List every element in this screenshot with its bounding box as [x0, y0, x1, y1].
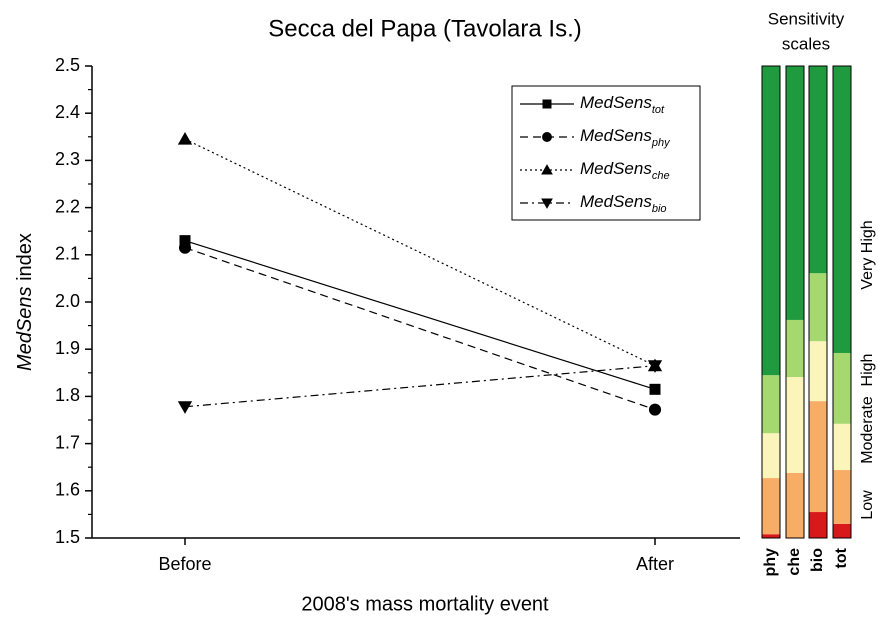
stack-segment	[786, 66, 804, 320]
y-tick-label: 1.6	[55, 480, 80, 500]
marker	[178, 241, 192, 254]
y-tick-label: 2.3	[55, 149, 80, 169]
stack-segment	[786, 472, 804, 538]
marker	[647, 360, 663, 373]
legend-name: MedSens	[580, 93, 652, 112]
stack-segment	[762, 478, 780, 535]
stack-segment	[786, 377, 804, 473]
legend-subscript: che	[652, 170, 670, 182]
scale-label: Moderate	[859, 396, 876, 464]
stack-segment	[809, 401, 827, 513]
stack-segment	[786, 319, 804, 378]
y-tick-label: 2.5	[55, 55, 80, 75]
y-tick-label: 2.1	[55, 244, 80, 264]
series-line	[184, 247, 656, 411]
bar-frame	[785, 65, 805, 539]
y-tick-label: 2.4	[55, 102, 80, 122]
bar-label: tot	[833, 547, 850, 568]
y-axis-label-italic: MedSens	[14, 286, 36, 371]
stack-segment	[833, 470, 851, 524]
y-tick-label: 1.8	[55, 385, 80, 405]
bar-label: bio	[809, 548, 826, 572]
series-line	[184, 240, 656, 390]
y-tick-label: 1.7	[55, 432, 80, 452]
stack-segment	[809, 273, 827, 342]
stack-segment	[833, 423, 851, 471]
y-axis-label: MedSens index	[14, 233, 36, 371]
legend-subscript: tot	[652, 104, 665, 116]
stack-segment	[762, 66, 780, 376]
legend-name: MedSens	[580, 192, 652, 211]
stack-segment	[809, 341, 827, 402]
y-tick-label: 1.9	[55, 338, 80, 358]
stack-segment	[833, 352, 851, 424]
marker	[541, 198, 553, 209]
legend-label: MedSensbio	[580, 192, 667, 214]
stack-segment	[762, 534, 780, 538]
marker	[649, 383, 661, 395]
chart-title: Secca del Papa (Tavolara Is.)	[268, 15, 582, 42]
x-tick-label: After	[636, 554, 674, 574]
y-tick-label: 1.5	[55, 527, 80, 547]
marker	[648, 403, 662, 416]
bar-frame	[808, 65, 828, 539]
scale-title: Sensitivity	[768, 9, 845, 28]
bar-frame	[832, 65, 852, 539]
bar-label: phy	[762, 548, 779, 577]
stack-segment	[809, 66, 827, 274]
legend-name: MedSens	[580, 126, 652, 145]
stack-segment	[833, 523, 851, 538]
marker	[541, 164, 553, 175]
legend-label: MedSensche	[580, 159, 670, 181]
marker	[179, 235, 191, 247]
bar-label: che	[786, 548, 803, 576]
legend-subscript: phy	[651, 137, 671, 149]
x-tick-label: Before	[158, 554, 211, 574]
scale-label: High	[859, 354, 876, 387]
marker	[542, 99, 552, 109]
bar-frame	[761, 65, 781, 539]
legend-label: MedSensphy	[580, 126, 671, 148]
legend-subscript: bio	[652, 203, 667, 215]
y-tick-label: 2.2	[55, 196, 80, 216]
legend-label: MedSenstot	[580, 93, 665, 115]
y-tick-label: 2.0	[55, 291, 80, 311]
stack-segment	[809, 512, 827, 538]
series-line	[184, 365, 656, 408]
marker	[542, 132, 552, 142]
marker	[177, 401, 193, 414]
stack-segment	[762, 375, 780, 434]
x-axis-label: 2008's mass mortality event	[301, 593, 549, 615]
stack-segment	[762, 433, 780, 479]
scale-label: Very High	[859, 220, 876, 289]
y-axis-label-rest: index	[14, 233, 36, 286]
scale-title: scales	[782, 34, 830, 53]
stack-segment	[833, 66, 851, 353]
series-line	[184, 138, 656, 367]
marker	[177, 132, 193, 145]
scale-label: Low	[859, 490, 876, 520]
legend-name: MedSens	[580, 159, 652, 178]
